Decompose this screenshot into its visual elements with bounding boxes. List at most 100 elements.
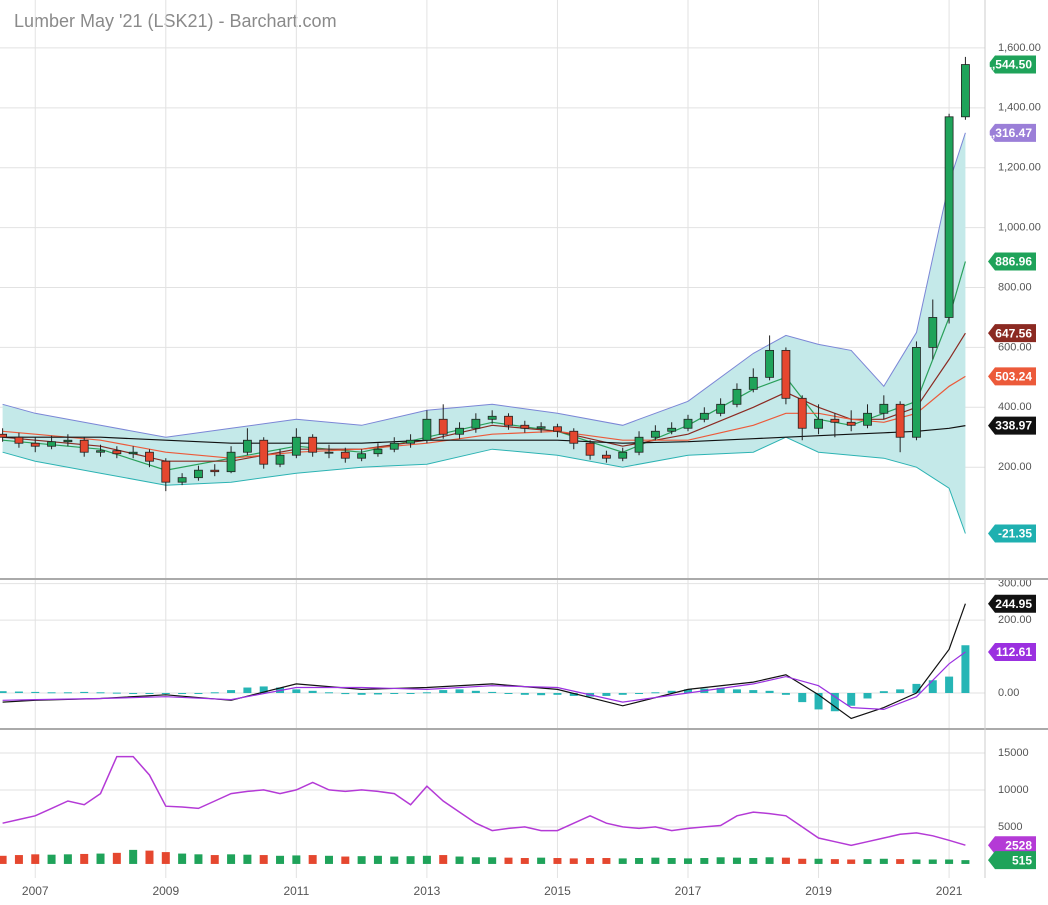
histogram-bar (373, 693, 382, 695)
value-badge (988, 524, 1036, 543)
candle-body (928, 317, 938, 348)
candle-body (406, 439, 415, 444)
volume-bar (63, 854, 72, 864)
y-tick-label: 400.00 (998, 401, 1032, 413)
volume-bar (798, 858, 807, 864)
moving-average (2, 332, 966, 462)
histogram-bar (390, 693, 399, 695)
candle-body (177, 477, 187, 483)
histogram-bar (259, 686, 268, 694)
open-interest-line (2, 755, 966, 847)
candle-body (553, 426, 562, 432)
volume-bar (879, 858, 888, 864)
histogram-bar (0, 691, 7, 694)
histogram-bar (781, 693, 790, 695)
badge-label: 647.56 (995, 326, 1032, 340)
histogram-bar (31, 691, 40, 694)
y-tick-label: 200.00 (998, 614, 1032, 626)
x-tick-label: 2021 (936, 884, 963, 898)
candle-body (112, 450, 122, 455)
value-badge (988, 123, 1036, 142)
histogram-bar (145, 693, 154, 695)
volume-bar (373, 855, 382, 864)
candle-body (324, 451, 334, 454)
badge-label: 338.97 (995, 419, 1032, 433)
candle-body (389, 442, 399, 450)
candle-body (438, 418, 448, 435)
candle-body (585, 442, 595, 456)
badge-label: 1,316.47 (985, 126, 1032, 140)
candle-body (340, 451, 350, 459)
volume-bar (814, 858, 823, 864)
volume-bar (830, 859, 839, 864)
candle-body (210, 469, 220, 473)
candle-body (765, 349, 774, 378)
candle-body (683, 418, 693, 429)
band-line (2, 132, 966, 438)
histogram-bar (455, 689, 464, 694)
histogram-bar (406, 693, 415, 695)
y-tick-label: 800.00 (998, 281, 1032, 293)
candle-body (291, 436, 301, 456)
value-badge (988, 252, 1036, 271)
histogram-bar (129, 693, 138, 695)
histogram-bar (928, 680, 937, 694)
volume-bar (324, 855, 333, 864)
y-tick-label: 10000 (998, 784, 1029, 796)
candle-body (14, 436, 24, 444)
volume-bar (292, 855, 301, 864)
badge-label: 886.96 (995, 255, 1032, 269)
candle-body (944, 116, 954, 318)
volume-bar (129, 849, 138, 864)
histogram-bar (798, 693, 807, 703)
value-badge (988, 594, 1036, 613)
candle-body (487, 415, 497, 420)
value-badge (988, 836, 1036, 855)
volume-bar (700, 858, 709, 864)
x-tick-label: 2011 (283, 884, 309, 898)
volume-bar (928, 859, 937, 864)
candle-body (308, 436, 318, 453)
candle-body (471, 418, 481, 429)
badge-label: 112.61 (996, 645, 1032, 659)
histogram-bar (945, 676, 954, 694)
value-badge (988, 367, 1036, 386)
candle-body (830, 418, 840, 423)
histogram-bar (749, 690, 758, 694)
histogram-bar (961, 645, 970, 694)
candle-body (797, 397, 807, 429)
candle-body (226, 451, 236, 473)
histogram-bar (422, 692, 431, 694)
candle-body (242, 439, 252, 453)
volume-bar (504, 857, 513, 864)
candle-body (47, 441, 56, 447)
volume-bar (357, 856, 366, 864)
volume-bar (520, 858, 529, 864)
candle-body (30, 442, 40, 447)
value-badge (988, 55, 1036, 74)
candle-body (128, 451, 138, 455)
candle-body (699, 412, 709, 420)
volume-bar (422, 855, 431, 864)
volume-bar (31, 854, 40, 864)
candle-body (79, 439, 89, 453)
badge-label: 1,544.50 (985, 58, 1032, 72)
candle-body (781, 349, 791, 399)
histogram-bar (96, 692, 105, 694)
y-tick-label: 1,000.00 (998, 222, 1041, 234)
volume-bar (276, 855, 285, 864)
volume-bar (145, 850, 154, 864)
candle-body (194, 469, 203, 479)
volume-bar (732, 857, 741, 864)
volume-bar (341, 856, 350, 864)
volume-bar (227, 854, 236, 864)
histogram-bar (488, 691, 497, 694)
candle-body (814, 418, 823, 429)
y-tick-label: 15000 (998, 747, 1029, 759)
histogram-bar (863, 693, 872, 699)
histogram-bar (324, 692, 333, 694)
candle-body (912, 346, 921, 438)
y-tick-label: 1,200.00 (998, 162, 1041, 174)
volume-bar (455, 856, 464, 864)
candle-body (634, 436, 644, 453)
